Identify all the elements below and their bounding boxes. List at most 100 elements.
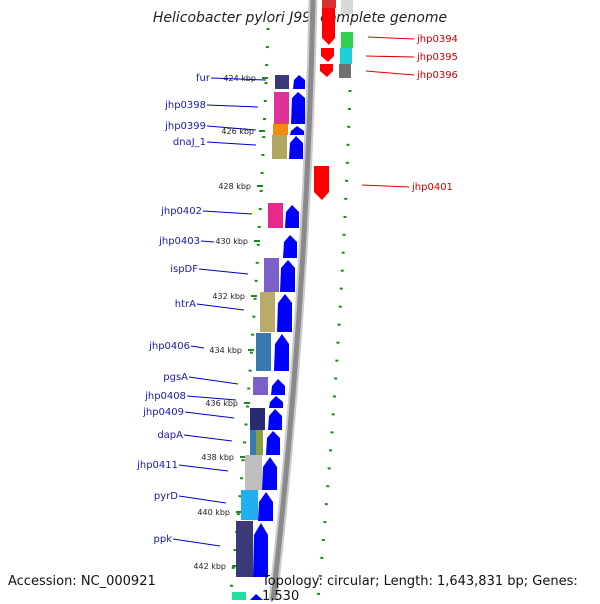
gene-label-dapA[interactable]: dapA [157,430,183,441]
gene-label-jhp0394[interactable]: jhp0394 [416,34,458,45]
ticks-group: 424 kbp 426 kbp 428 kbp 430 kbp 432 kbp … [193,74,268,571]
gene-jhp0408[interactable] [269,396,283,408]
gene-jhp0394[interactable] [322,0,335,45]
category-block [260,292,275,332]
category-block [250,408,265,430]
gene-ppk[interactable] [253,523,268,577]
backbone [270,0,316,600]
gene-jhp0395[interactable] [321,48,334,62]
category-block [339,64,351,78]
leader-line [186,395,237,401]
gene-jhp0403[interactable] [283,235,297,258]
gene-dapA[interactable] [266,431,280,455]
gene-label-fur[interactable]: fur [196,73,211,84]
gene-label-jhp0406[interactable]: jhp0406 [148,341,190,352]
backbone-shadow [268,0,318,600]
leader-line [190,345,205,349]
gene-jhp0411[interactable] [262,457,277,490]
leader-line [206,104,259,108]
gene-fur[interactable] [293,75,305,89]
category-block [241,490,258,520]
leader-line [196,303,245,311]
category-block [273,124,288,135]
gene-label-jhp0398[interactable]: jhp0398 [164,100,206,111]
gene-fragment[interactable] [250,594,263,600]
gene-label-jhp0411[interactable]: jhp0411 [136,460,178,471]
category-block [245,455,262,490]
leader-line [188,376,239,385]
gene-dnaJ_1[interactable] [289,136,303,159]
category-block [268,203,283,228]
right-labels: jhp0394 jhp0395 jhp0396 jhp0401 [361,34,458,193]
gene-pyrD[interactable] [258,492,273,521]
gene-label-jhp0403[interactable]: jhp0403 [158,236,200,247]
gene-jhp0393[interactable] [322,0,336,8]
gene-jhp0409[interactable] [268,409,282,430]
gene-label-jhp0401[interactable]: jhp0401 [411,182,453,193]
category-block [341,32,353,48]
leader-line [206,125,257,131]
gene-jhp0398[interactable] [291,92,305,124]
gene-label-pyrD[interactable]: pyrD [154,491,178,502]
tick-label-424: 424 kbp [223,74,256,83]
outer-dotted-ring [316,89,352,600]
leader-line [178,495,227,504]
category-block [274,92,289,124]
gene-htrA[interactable] [277,294,292,332]
category-block [340,48,352,64]
tick-label-438: 438 kbp [201,453,234,462]
category-block [341,0,353,14]
forward-genes [250,75,305,600]
reverse-genes [314,0,336,200]
gene-label-dnaJ_1[interactable]: dnaJ_1 [173,137,206,148]
gene-label-ppk[interactable]: ppk [154,534,173,545]
gene-label-jhp0409[interactable]: jhp0409 [142,407,184,418]
gene-jhp0402[interactable] [285,205,299,228]
gene-label-ispDF[interactable]: ispDF [170,264,198,275]
category-block [264,258,279,292]
leader-line [178,464,229,472]
tick-label-436: 436 kbp [205,399,238,408]
gene-jhp0396[interactable] [320,64,333,77]
leader-line [198,268,249,275]
category-block [272,135,287,159]
leader-line [206,141,257,146]
leader-line [200,240,215,243]
tick-label-432: 432 kbp [212,292,245,301]
gene-label-jhp0408[interactable]: jhp0408 [144,391,186,402]
gene-label-htrA[interactable]: htrA [175,299,196,310]
gene-ispDF[interactable] [280,260,295,292]
map-title: Helicobacter pylori J99, complete genome [152,10,448,26]
leader-line [183,434,233,442]
leader-line [361,184,410,188]
gene-label-jhp0402[interactable]: jhp0402 [160,206,202,217]
tick-label-440: 440 kbp [197,508,230,517]
tick-label-442: 442 kbp [193,562,226,571]
accession-text: Accession: NC_000921 [8,574,156,589]
gene-label-jhp0399[interactable]: jhp0399 [164,121,206,132]
leader-line [210,77,267,81]
gene-jhp0401[interactable] [314,166,329,200]
category-block [256,430,263,455]
tick-label-428: 428 kbp [218,182,251,191]
gene-label-pgsA[interactable]: pgsA [163,372,188,383]
category-block [236,521,253,577]
category-block [275,75,289,89]
gene-jhp0406[interactable] [274,334,289,371]
category-blocks [232,0,353,600]
gene-label-jhp0396[interactable]: jhp0396 [416,70,458,81]
tick-label-430: 430 kbp [215,237,248,246]
gene-label-jhp0395[interactable]: jhp0395 [416,52,458,63]
leader-line [365,55,415,58]
left-labels: fur jhp0398 jhp0399 dnaJ_1 jhp0402 jhp04… [136,73,267,547]
category-block [232,592,246,600]
tick-label-426: 426 kbp [221,127,254,136]
category-block [256,333,271,371]
gene-pgsA[interactable] [271,379,285,395]
leader-line [367,36,415,40]
gene-jhp0399[interactable] [290,126,304,135]
leader-line [184,411,235,419]
category-block [253,377,268,395]
leader-line [172,538,221,547]
